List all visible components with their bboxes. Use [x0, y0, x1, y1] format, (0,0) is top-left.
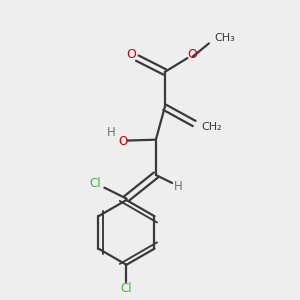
Text: CH₃: CH₃ [215, 33, 236, 43]
Text: Cl: Cl [90, 177, 101, 190]
Text: O: O [127, 48, 136, 61]
Text: H: H [106, 126, 115, 139]
Text: Cl: Cl [121, 282, 132, 296]
Text: O: O [187, 48, 197, 61]
Text: CH₂: CH₂ [202, 122, 222, 132]
Text: H: H [174, 180, 182, 193]
Text: O: O [118, 135, 128, 148]
